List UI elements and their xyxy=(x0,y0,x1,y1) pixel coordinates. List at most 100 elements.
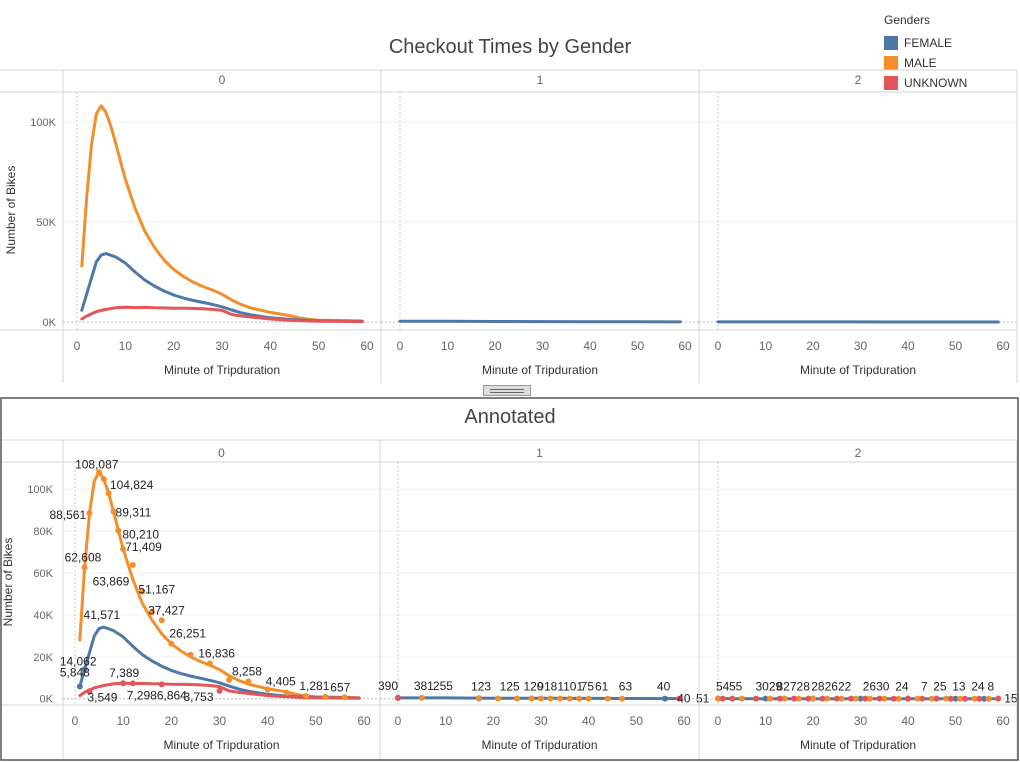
data-point-male xyxy=(985,695,992,702)
data-label: 3,549 xyxy=(87,690,117,704)
data-label: 54 xyxy=(716,680,730,694)
data-label: 89,311 xyxy=(116,506,152,520)
x-tick-label: 0 xyxy=(395,714,402,728)
data-point-female xyxy=(952,695,959,702)
legend-swatch-male xyxy=(884,56,898,70)
x-axis-label: Minute of Tripduration xyxy=(163,738,279,752)
x-tick-label: 20 xyxy=(167,339,181,353)
data-point-male xyxy=(895,695,902,702)
x-axis-label: Minute of Tripduration xyxy=(800,363,916,377)
data-point-male xyxy=(418,694,425,701)
legend-item-female[interactable]: FEMALE xyxy=(884,33,967,53)
data-point-male xyxy=(604,695,611,702)
x-tick-label: 60 xyxy=(360,339,374,353)
data-label: 8 xyxy=(988,680,995,694)
data-point-male xyxy=(206,660,213,667)
x-tick-label: 30 xyxy=(215,339,229,353)
legend[interactable]: Genders FEMALE MALE UNKNOWN xyxy=(884,13,967,93)
data-point-male xyxy=(105,490,112,497)
data-point-male xyxy=(781,695,788,702)
legend-label-unknown: UNKNOWN xyxy=(904,76,968,90)
data-point-male xyxy=(81,564,88,571)
data-point-unknown xyxy=(862,695,869,702)
data-point-unknown xyxy=(976,695,983,702)
x-axis-label: Minute of Tripduration xyxy=(164,363,280,377)
x-tick-label: 10 xyxy=(441,339,455,353)
resize-handle[interactable] xyxy=(483,385,531,396)
data-label: 25 xyxy=(933,680,947,694)
data-point-male xyxy=(881,695,888,702)
data-point-male xyxy=(767,695,774,702)
data-point-unknown xyxy=(158,681,165,688)
data-point-male xyxy=(547,695,554,702)
x-tick-label: 30 xyxy=(534,714,548,728)
y-tick-label: 40K xyxy=(33,610,53,622)
data-point-male xyxy=(476,695,483,702)
data-label: 5,848 xyxy=(60,665,90,679)
data-point-female xyxy=(76,683,83,690)
series-line-female xyxy=(398,319,682,324)
data-point-male xyxy=(100,476,107,483)
data-point-female xyxy=(981,695,987,702)
data-label: 7,389 xyxy=(109,666,139,680)
data-point-unknown xyxy=(919,695,926,702)
data-label: 7 xyxy=(921,680,928,694)
data-label: 82728 xyxy=(777,680,811,694)
facet-header-label: 1 xyxy=(537,73,544,87)
facet-header-label: 0 xyxy=(218,446,225,460)
x-tick-label: 50 xyxy=(630,714,644,728)
legend-item-male[interactable]: MALE xyxy=(884,53,967,73)
legend-item-unknown[interactable]: UNKNOWN xyxy=(884,73,967,93)
x-tick-label: 20 xyxy=(806,339,820,353)
x-tick-label: 40 xyxy=(901,339,915,353)
x-tick-label: 60 xyxy=(996,339,1010,353)
data-point-male xyxy=(914,695,921,702)
data-label: 2630 xyxy=(863,680,890,694)
y-tick-label: 60K xyxy=(33,568,53,580)
data-label: 40 xyxy=(677,692,691,706)
data-point-unknown xyxy=(86,688,93,695)
data-point-unknown xyxy=(833,695,840,702)
data-label: 63,869 xyxy=(93,575,130,589)
data-point-male xyxy=(738,695,745,702)
x-tick-label: 10 xyxy=(759,714,773,728)
legend-label-female: FEMALE xyxy=(904,36,953,50)
data-point-unknown xyxy=(995,695,1002,702)
data-label: 14,062 xyxy=(60,654,97,668)
data-point-male xyxy=(96,469,103,476)
data-point-unknown xyxy=(905,695,911,702)
x-axis-label: Minute of Tripduration xyxy=(482,363,598,377)
x-tick-label: 20 xyxy=(806,714,820,728)
data-point-male xyxy=(528,695,535,702)
data-point-female xyxy=(661,695,668,702)
facet-header-label: 0 xyxy=(219,73,226,87)
data-point-male xyxy=(139,588,146,595)
data-label: 24 xyxy=(971,680,985,694)
data-label: 41,571 xyxy=(84,608,121,622)
data-point-male xyxy=(867,695,873,702)
data-point-unknown xyxy=(676,695,683,702)
data-point-male xyxy=(168,640,175,647)
data-point-male xyxy=(264,686,271,693)
legend-swatch-unknown xyxy=(884,76,898,90)
data-label: 61 xyxy=(595,680,609,694)
x-tick-label: 30 xyxy=(854,339,868,353)
data-point-male xyxy=(158,617,165,624)
data-point-male xyxy=(971,695,978,702)
x-tick-label: 10 xyxy=(759,339,773,353)
data-label: 51,167 xyxy=(138,583,175,597)
data-point-male xyxy=(928,695,935,702)
data-point-male xyxy=(619,695,626,702)
data-label: 125 xyxy=(500,679,520,693)
data-point-female xyxy=(857,695,864,702)
data-point-male xyxy=(957,695,964,702)
data-label: 4,405 xyxy=(266,674,296,688)
series-line-unknown xyxy=(80,305,364,324)
x-tick-label: 20 xyxy=(488,339,502,353)
data-point-unknown xyxy=(805,695,812,702)
x-tick-label: 0 xyxy=(715,339,722,353)
x-tick-label: 40 xyxy=(582,714,596,728)
x-axis-label: Minute of Tripduration xyxy=(800,738,916,752)
data-label: 26,251 xyxy=(169,627,206,641)
x-tick-label: 50 xyxy=(309,714,323,728)
